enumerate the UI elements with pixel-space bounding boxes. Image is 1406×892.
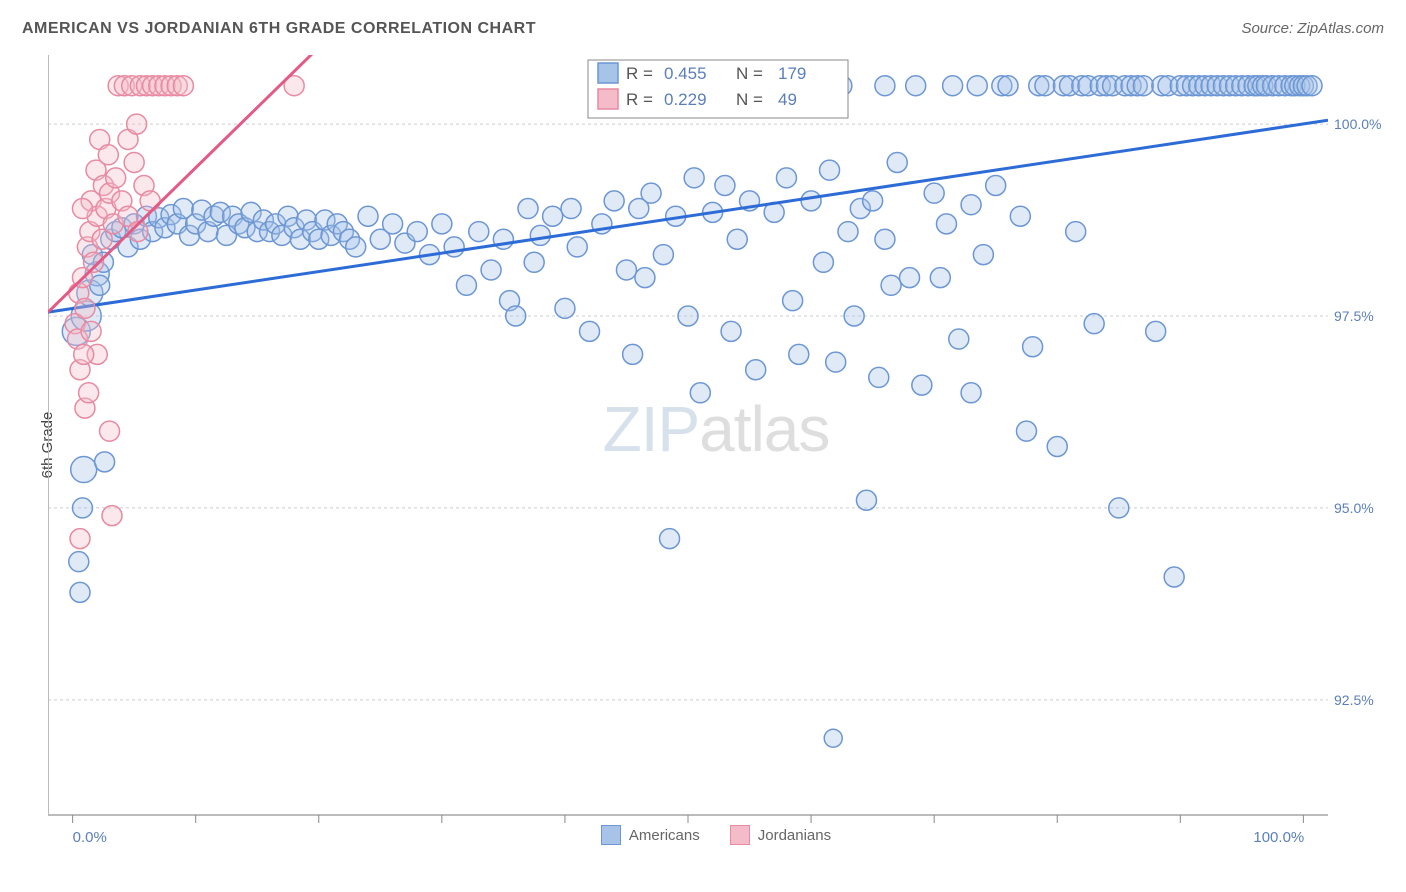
- legend-label: Jordanians: [758, 827, 831, 844]
- svg-text:N =: N =: [736, 90, 763, 109]
- svg-text:97.5%: 97.5%: [1334, 308, 1374, 324]
- svg-text:N =: N =: [736, 64, 763, 83]
- svg-text:100.0%: 100.0%: [1334, 116, 1381, 132]
- svg-text:R =: R =: [626, 64, 653, 83]
- legend-swatch: [730, 825, 750, 845]
- legend-item: Jordanians: [730, 825, 831, 845]
- legend-item: Americans: [601, 825, 700, 845]
- chart-title: AMERICAN VS JORDANIAN 6TH GRADE CORRELAT…: [22, 20, 536, 38]
- svg-text:0.229: 0.229: [664, 90, 707, 109]
- svg-text:92.5%: 92.5%: [1334, 692, 1374, 708]
- legend-swatch: [601, 825, 621, 845]
- svg-text:0.455: 0.455: [664, 64, 707, 83]
- bottom-legend: Americans Jordanians: [48, 825, 1384, 845]
- legend-label: Americans: [629, 827, 700, 844]
- svg-text:179: 179: [778, 64, 806, 83]
- scatter-plot: 92.5% 95.0% 97.5% 100.0% R = 0.455 N = 179 R = 0.…: [48, 55, 1384, 835]
- source-attribution: Source: ZipAtlas.com: [1241, 20, 1384, 37]
- chart-container: 6th Grade 92.5%95.0%97.5%100.0%R =0.455N…: [48, 55, 1384, 835]
- svg-text:95.0%: 95.0%: [1334, 500, 1374, 516]
- svg-text:R =: R =: [626, 90, 653, 109]
- svg-text:49: 49: [778, 90, 797, 109]
